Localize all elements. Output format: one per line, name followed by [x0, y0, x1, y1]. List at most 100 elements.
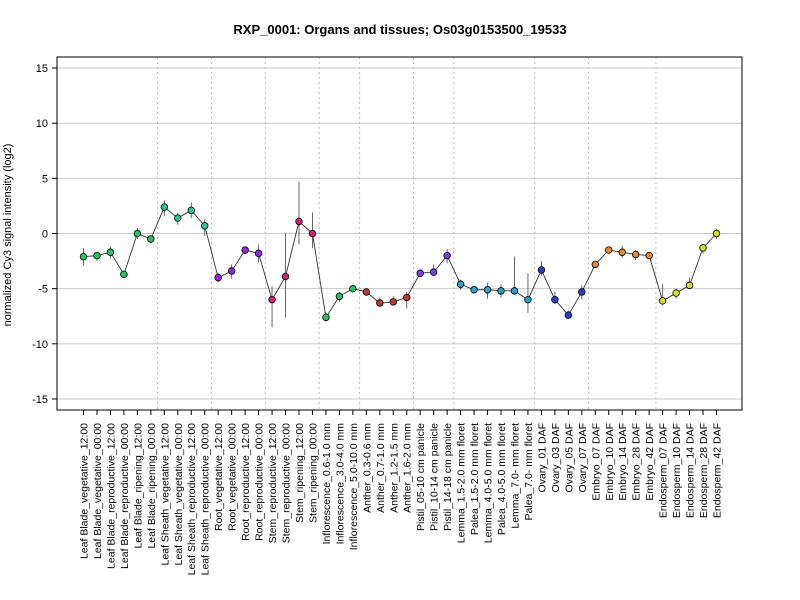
data-point-8 [187, 206, 195, 215]
y-tick-label-6: 15 [36, 63, 48, 75]
data-point-0 [79, 252, 88, 261]
data-point-7 [174, 214, 182, 222]
data-point-9 [201, 222, 209, 230]
x-tick-label-36: Ovary_05 DAF [563, 423, 575, 492]
x-tick-label-17: Stem_ripening_00:00 [307, 423, 319, 523]
data-point-34 [537, 266, 546, 274]
y-axis-label: normalized Cy3 signal intensity (log2) [2, 144, 14, 327]
data-point-24 [403, 293, 411, 302]
y-tick-label-2: -5 [38, 284, 48, 296]
x-tick-label-30: Lemma_4.0-5.0 mm floret [483, 423, 495, 543]
data-point-29 [470, 286, 478, 294]
data-point-25 [416, 269, 424, 277]
x-tick-label-23: Anther_1.2-1.5 mm [388, 423, 400, 513]
x-tick-label-1: Leaf Blade_vegetative_00:00 [92, 423, 104, 559]
x-tick-label-43: Endosperm_07 DAF [658, 423, 670, 518]
data-point-39 [605, 246, 613, 254]
data-point-27 [443, 251, 451, 260]
y-tick-label-1: -10 [32, 339, 48, 351]
y-tick-label-4: 5 [42, 173, 48, 185]
x-tick-label-15: Stem_reproductive_00:00 [281, 423, 293, 543]
data-point-37 [578, 288, 586, 296]
data-point-20 [349, 284, 357, 293]
x-tick-label-39: Embryo_10 DAF [604, 423, 616, 501]
data-point-22 [376, 299, 384, 307]
data-point-26 [429, 268, 438, 276]
x-tick-label-7: Leaf Sheath_vegetative_00:00 [173, 423, 185, 566]
data-point-6 [160, 203, 169, 211]
data-point-44 [672, 289, 680, 297]
x-tick-label-26: Pistil_10-14 cm panicle [429, 423, 441, 531]
x-tick-label-20: Inflorescence_5.0-10.0 mm [348, 423, 360, 550]
x-tick-label-32: Lemma_7.0- mm floret [509, 423, 521, 529]
x-tick-label-42: Embryo_42 DAF [644, 423, 656, 501]
x-tick-label-22: Anther_0.7-1.0 mm [375, 423, 387, 513]
x-tick-label-35: Ovary_03 DAF [550, 423, 562, 492]
x-tick-label-38: Embryo_07 DAF [590, 423, 602, 501]
data-point-2 [106, 248, 115, 256]
x-tick-label-33: Palea_7.0- mm floret [523, 423, 535, 521]
data-point-23 [389, 298, 397, 306]
x-tick-label-29: Palea_1.5-2.0 mm floret [469, 423, 481, 535]
x-tick-label-27: Pistil_14-18 cm panicle [442, 423, 454, 531]
x-tick-label-0: Leaf Blade_vegetative_12:00 [79, 423, 91, 559]
y-axis: -15 -10 -5 0 5 10 15 [32, 63, 57, 406]
x-tick-label-21: Anther_0.3-0.6 mm [361, 423, 373, 513]
data-point-15 [281, 272, 290, 281]
y-tick-label-3: 0 [42, 229, 48, 241]
data-point-47 [712, 229, 721, 238]
data-point-36 [564, 311, 573, 319]
point-layer [79, 203, 721, 322]
x-tick-label-19: Inflorescence_3.0-4.0 mm [334, 423, 346, 545]
x-tick-label-34: Ovary_01 DAF [536, 423, 548, 492]
x-tick-label-8: Leaf Sheath_reproductive_12:00 [186, 423, 198, 576]
chart-title: RXP_0001: Organs and tissues; Os03g01535… [233, 22, 566, 37]
x-tick-label-12: Root_reproductive_12:00 [240, 423, 252, 541]
x-tick-label-9: Leaf Sheath_reproductive_00:00 [200, 423, 212, 576]
data-point-40 [618, 248, 626, 256]
x-tick-label-10: Root_vegetative_12:00 [213, 423, 225, 531]
data-point-4 [133, 229, 142, 238]
data-point-11 [227, 267, 236, 275]
series-line [83, 206, 717, 319]
y-tick-label-0: -15 [32, 394, 48, 406]
data-point-45 [685, 281, 694, 290]
x-tick-label-41: Embryo_28 DAF [631, 423, 643, 501]
data-point-16 [295, 217, 303, 226]
x-tick-label-40: Embryo_14 DAF [617, 423, 629, 501]
group-separator-layer [157, 57, 657, 410]
data-point-46 [699, 244, 707, 252]
x-tick-label-3: Leaf Blade_reproductive_00:00 [119, 423, 131, 569]
x-tick-label-11: Root_vegetative_00:00 [227, 423, 239, 531]
x-tick-label-44: Endosperm_10 DAF [671, 423, 683, 518]
grid-layer [57, 67, 742, 400]
data-point-17 [308, 229, 317, 238]
data-point-13 [254, 249, 263, 258]
data-point-19 [335, 292, 344, 301]
x-tick-label-6: Leaf Sheath_vegetative_12:00 [159, 423, 171, 566]
data-point-1 [93, 251, 101, 260]
data-point-35 [551, 295, 559, 304]
x-tick-label-18: Inflorescence_0.6-1.0 mm [321, 423, 333, 545]
data-point-31 [497, 287, 505, 295]
x-tick-label-28: Lemma_1.5-2.0 mm floret [456, 423, 468, 543]
x-tick-label-2: Leaf Blade_reproductive_12:00 [105, 423, 117, 569]
x-tick-label-16: Stem_ripening_12:00 [294, 423, 306, 523]
data-point-18 [322, 313, 330, 322]
x-tick-label-13: Root_reproductive_00:00 [254, 423, 266, 541]
x-tick-label-37: Ovary_07 DAF [577, 423, 589, 492]
data-point-3 [120, 270, 128, 279]
x-tick-label-14: Stem_reproductive_12:00 [267, 423, 279, 543]
data-point-41 [631, 250, 640, 259]
data-point-33 [524, 295, 532, 304]
x-tick-label-5: Leaf Blade_ripening_00:00 [146, 423, 158, 549]
x-axis: Leaf Blade_vegetative_12:00 Leaf Blade_ve… [79, 410, 724, 575]
x-tick-label-24: Anther_1.6-2.0 mm [402, 423, 414, 513]
data-point-30 [483, 286, 492, 294]
data-point-38 [591, 260, 599, 269]
data-point-42 [645, 251, 653, 260]
x-tick-label-31: Palea_4.0-5.0 mm floret [496, 423, 508, 535]
data-point-43 [658, 297, 667, 305]
x-tick-label-47: Endosperm_42 DAF [712, 423, 724, 518]
